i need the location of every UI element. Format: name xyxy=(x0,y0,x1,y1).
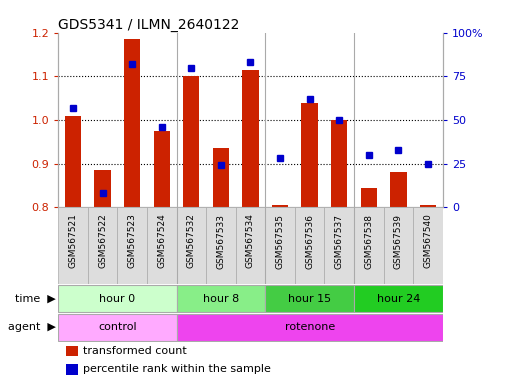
Bar xyxy=(65,116,81,207)
Text: GSM567534: GSM567534 xyxy=(245,214,255,268)
Bar xyxy=(294,207,324,284)
Text: GSM567533: GSM567533 xyxy=(216,214,225,268)
Text: GSM567536: GSM567536 xyxy=(305,214,314,268)
Bar xyxy=(58,313,176,341)
Bar xyxy=(146,207,176,284)
Bar xyxy=(58,285,176,313)
Bar xyxy=(124,39,140,207)
Text: hour 15: hour 15 xyxy=(287,293,331,304)
Bar xyxy=(360,188,376,207)
Text: hour 8: hour 8 xyxy=(203,293,238,304)
Text: GDS5341 / ILMN_2640122: GDS5341 / ILMN_2640122 xyxy=(58,18,239,31)
Bar xyxy=(389,172,406,207)
Text: GSM567523: GSM567523 xyxy=(127,214,136,268)
Text: GSM567524: GSM567524 xyxy=(157,214,166,268)
Bar xyxy=(206,207,235,284)
Text: GSM567537: GSM567537 xyxy=(334,214,343,268)
Bar xyxy=(154,131,170,207)
Text: hour 0: hour 0 xyxy=(99,293,135,304)
Bar xyxy=(324,207,353,284)
Bar xyxy=(66,364,78,375)
Text: time  ▶: time ▶ xyxy=(15,293,56,304)
Bar xyxy=(242,70,258,207)
Bar xyxy=(176,313,442,341)
Text: agent  ▶: agent ▶ xyxy=(8,322,56,333)
Bar xyxy=(330,120,346,207)
Text: GSM567540: GSM567540 xyxy=(423,214,432,268)
Bar xyxy=(301,103,317,207)
Bar xyxy=(354,207,383,284)
Bar xyxy=(413,207,442,284)
Text: transformed count: transformed count xyxy=(83,346,186,356)
Bar xyxy=(58,207,87,284)
Bar xyxy=(183,76,199,207)
Bar xyxy=(419,205,435,207)
Text: rotenone: rotenone xyxy=(284,322,334,333)
Bar xyxy=(87,207,117,284)
Bar xyxy=(66,346,78,356)
Text: control: control xyxy=(98,322,136,333)
Text: hour 24: hour 24 xyxy=(376,293,419,304)
Text: GSM567538: GSM567538 xyxy=(364,214,373,268)
Bar xyxy=(265,207,294,284)
Text: GSM567532: GSM567532 xyxy=(186,214,195,268)
Bar xyxy=(235,207,265,284)
Bar xyxy=(383,207,413,284)
Text: GSM567535: GSM567535 xyxy=(275,214,284,268)
Text: GSM567539: GSM567539 xyxy=(393,214,402,268)
Bar xyxy=(176,285,265,313)
Bar xyxy=(271,205,288,207)
Bar xyxy=(354,285,442,313)
Bar xyxy=(117,207,146,284)
Bar xyxy=(176,207,206,284)
Bar xyxy=(265,285,354,313)
Text: GSM567522: GSM567522 xyxy=(98,214,107,268)
Bar xyxy=(212,148,229,207)
Text: GSM567521: GSM567521 xyxy=(68,214,77,268)
Bar xyxy=(94,170,111,207)
Text: percentile rank within the sample: percentile rank within the sample xyxy=(83,364,271,374)
